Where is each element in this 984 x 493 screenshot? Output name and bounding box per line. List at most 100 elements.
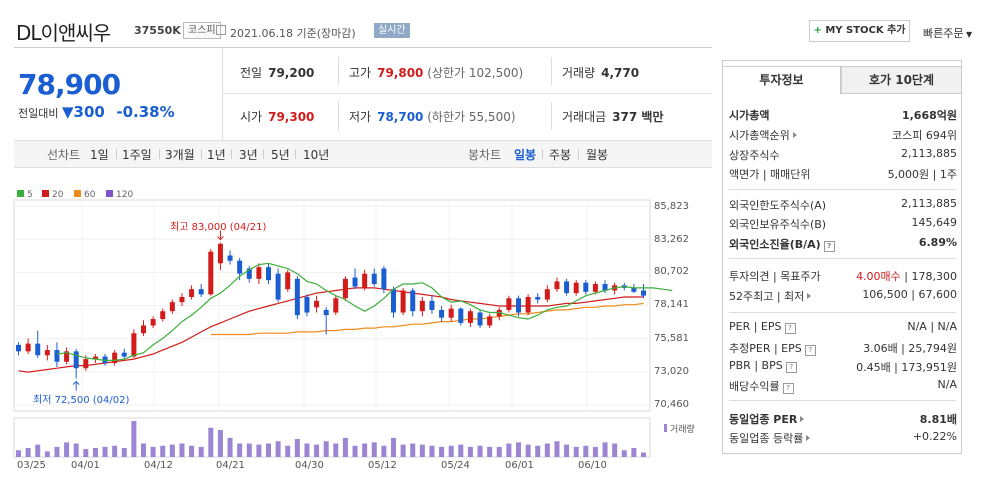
row-value: 8.81배 bbox=[919, 413, 957, 426]
stock-name: DL이앤씨우 bbox=[16, 21, 111, 45]
candle-body bbox=[227, 255, 233, 261]
row-label[interactable]: 동일업종 PER bbox=[729, 411, 805, 427]
volume-bar bbox=[583, 445, 589, 457]
volume-bar bbox=[323, 441, 329, 457]
quick-order-button[interactable]: 빠른주문 ▼ bbox=[923, 25, 972, 41]
candle-body bbox=[583, 282, 589, 292]
range-3y[interactable]: 3년 bbox=[239, 148, 258, 162]
range-1w[interactable]: 1주일 bbox=[122, 148, 152, 162]
stat-open: 시가 79,300 bbox=[240, 110, 315, 124]
candle-body bbox=[429, 300, 435, 310]
range-1d[interactable]: 1일 bbox=[90, 148, 109, 162]
y-tick: 73,020 bbox=[654, 366, 689, 377]
row-value: 6.89% bbox=[918, 236, 957, 249]
candle-body bbox=[141, 325, 146, 334]
change-percent: -0.38% bbox=[116, 103, 175, 121]
info-icon: ? bbox=[782, 383, 794, 394]
y-tick: 83,262 bbox=[654, 234, 689, 245]
volume-bar bbox=[467, 446, 473, 457]
row-label[interactable]: PBR | BPS? bbox=[729, 359, 797, 373]
volume-bar bbox=[544, 443, 550, 457]
row-label[interactable]: 외국인소진율(B/A)? bbox=[729, 236, 835, 252]
row-value: 0.45배 | 173,951원 bbox=[856, 361, 957, 374]
range-3m[interactable]: 3개월 bbox=[165, 148, 195, 162]
volume-bar bbox=[371, 442, 377, 457]
candle-body bbox=[535, 296, 541, 300]
volume-bar bbox=[246, 443, 252, 457]
tb-sep bbox=[159, 149, 160, 159]
quick-order-label: 빠른주문 bbox=[923, 27, 964, 40]
x-tick: 06/01 bbox=[505, 460, 534, 471]
volume-bar bbox=[208, 427, 214, 457]
volume-bar bbox=[439, 446, 445, 457]
volume-bar bbox=[506, 443, 512, 457]
volume-bar bbox=[64, 442, 70, 457]
row-value: 1,668억원 bbox=[901, 109, 957, 122]
realtime-badge[interactable]: 실시간 bbox=[374, 23, 410, 38]
ma20-line bbox=[18, 287, 644, 373]
tab-weekly[interactable]: 주봉 bbox=[549, 148, 572, 162]
range-10y[interactable]: 10년 bbox=[303, 148, 330, 162]
stock-chart[interactable] bbox=[0, 0, 720, 493]
change-value: 300 bbox=[73, 103, 105, 121]
tab-daily[interactable]: 일봉 bbox=[514, 148, 537, 162]
y-tick: 75,581 bbox=[654, 333, 689, 344]
volume-bar bbox=[112, 445, 118, 457]
row-label: 상장주식수 bbox=[729, 149, 780, 162]
row-label: 외국인보유주식수(B) bbox=[729, 218, 827, 231]
stat-volume: 거래량 4,770 bbox=[562, 66, 640, 80]
high-marker-arrowhead bbox=[217, 236, 224, 241]
row-label[interactable]: 동일업종 등락률 bbox=[729, 430, 811, 446]
candle-body bbox=[631, 287, 637, 292]
volume-bar bbox=[592, 446, 598, 457]
stats-col-divider bbox=[551, 102, 552, 130]
panel-divider bbox=[729, 312, 956, 313]
candle-body bbox=[217, 243, 223, 264]
tab-order-book[interactable]: 호가 10단계 bbox=[841, 66, 962, 94]
legend-ma5: 5 bbox=[17, 190, 33, 200]
range-1y[interactable]: 1년 bbox=[207, 148, 226, 162]
x-tick: 04/01 bbox=[71, 460, 100, 471]
volume-bar bbox=[429, 445, 435, 457]
candle-body bbox=[102, 356, 108, 364]
volume-bar bbox=[179, 443, 185, 457]
row-label[interactable]: 배당수익률? bbox=[729, 378, 794, 394]
down-arrow-icon: ▼ bbox=[61, 103, 74, 121]
volume-bar bbox=[573, 446, 579, 457]
mystock-add-button[interactable]: + MY STOCK 추가 bbox=[809, 20, 910, 42]
tab-investment-info[interactable]: 투자정보 bbox=[722, 66, 841, 94]
tab-monthly[interactable]: 월봉 bbox=[586, 148, 609, 162]
x-tick: 04/21 bbox=[216, 460, 245, 471]
ma5-line bbox=[56, 262, 673, 361]
row-label[interactable]: 52주최고 | 최저 bbox=[729, 288, 812, 304]
stats-col-divider bbox=[338, 102, 339, 130]
row-label[interactable]: 추정PER | EPS? bbox=[729, 340, 816, 356]
volume-bar bbox=[362, 443, 368, 457]
candle-body bbox=[381, 268, 387, 290]
tb-sep bbox=[231, 149, 232, 159]
candle-body bbox=[266, 267, 271, 281]
row-value: 2,113,885 bbox=[901, 147, 957, 160]
stat-prev-close: 전일 79,200 bbox=[240, 66, 315, 80]
candle-body bbox=[458, 308, 464, 323]
volume-bar bbox=[73, 443, 79, 457]
arrow-right-icon bbox=[800, 416, 805, 422]
candle-body bbox=[342, 278, 348, 299]
volume-bar bbox=[275, 441, 281, 457]
candle-body bbox=[237, 260, 243, 274]
candle-chart-label: 봉차트 bbox=[468, 148, 502, 162]
row-value: +0.22% bbox=[912, 430, 957, 443]
volume-bar bbox=[304, 443, 310, 457]
range-5y[interactable]: 5년 bbox=[271, 148, 290, 162]
x-tick: 06/10 bbox=[578, 460, 607, 471]
row-label[interactable]: 시가총액순위 bbox=[729, 127, 797, 143]
candle-body bbox=[564, 281, 570, 294]
panel-divider bbox=[729, 258, 956, 259]
y-tick: 70,460 bbox=[654, 399, 689, 410]
candle-body bbox=[131, 333, 137, 357]
volume-bar bbox=[400, 444, 406, 457]
row-label[interactable]: PER | EPS? bbox=[729, 320, 796, 334]
volume-bar bbox=[16, 450, 21, 457]
row-value: 145,649 bbox=[911, 216, 958, 229]
candle-body bbox=[83, 359, 89, 369]
